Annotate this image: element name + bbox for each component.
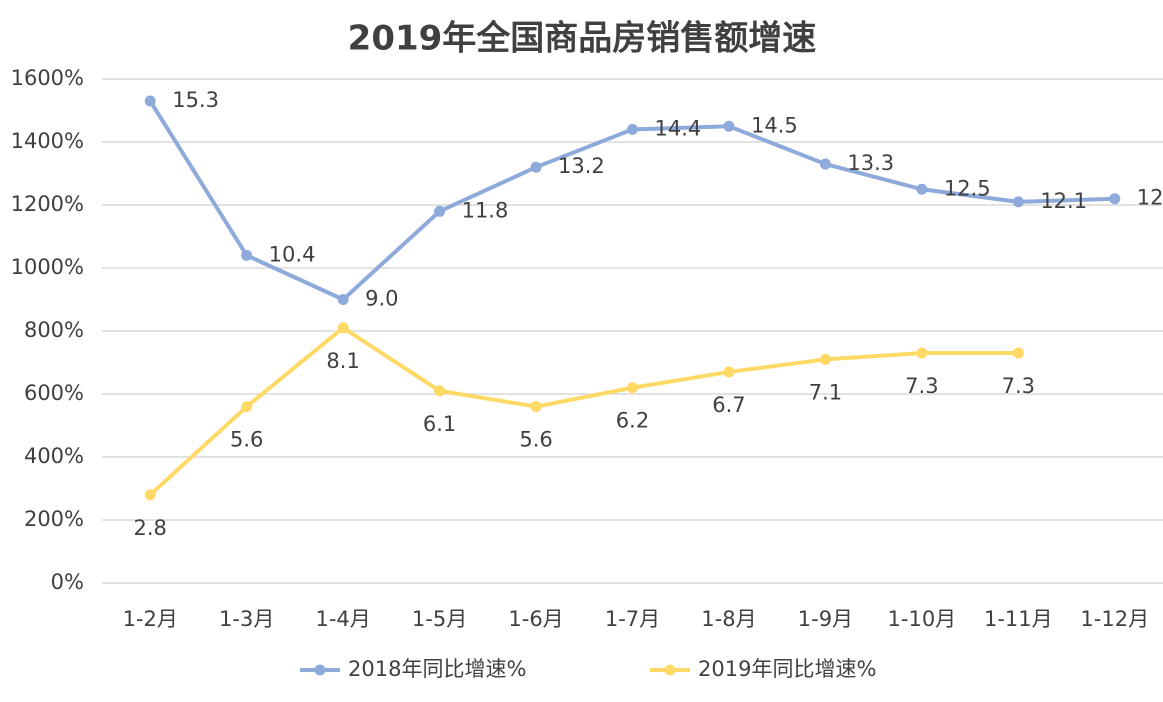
y-tick-label: 200% — [24, 507, 84, 531]
y-tick-label: 800% — [24, 318, 84, 342]
x-tick-label: 1-6月 — [508, 607, 563, 631]
data-label: 9.0 — [365, 287, 398, 311]
legend-label: 2019年同比增速% — [698, 657, 876, 681]
legend-label: 2018年同比增速% — [348, 657, 526, 681]
legend-marker — [664, 664, 676, 676]
point — [723, 120, 735, 132]
legend-marker — [314, 664, 326, 676]
x-tick-label: 1-4月 — [315, 607, 370, 631]
data-label: 12.5 — [944, 176, 991, 200]
data-label: 6.2 — [616, 409, 649, 433]
data-label: 5.6 — [519, 428, 552, 452]
y-tick-label: 1600% — [11, 66, 84, 90]
data-label: 12.1 — [1040, 189, 1087, 213]
point — [1012, 196, 1024, 208]
point — [819, 353, 831, 365]
x-tick-label: 1-3月 — [219, 607, 274, 631]
point — [241, 249, 253, 261]
point — [916, 183, 928, 195]
data-label: 7.1 — [809, 380, 842, 404]
data-label: 8.1 — [326, 349, 359, 373]
point — [337, 294, 349, 305]
y-tick-label: 600% — [24, 381, 84, 405]
point — [819, 158, 831, 170]
y-tick-label: 1400% — [11, 129, 84, 153]
x-tick-label: 1-11月 — [984, 607, 1053, 631]
point — [723, 366, 735, 378]
data-label: 7.3 — [1002, 374, 1035, 398]
data-label: 11.8 — [462, 198, 509, 222]
x-tick-label: 1-9月 — [798, 607, 853, 631]
x-tick-label: 1-2月 — [123, 607, 178, 631]
data-label: 2.8 — [134, 516, 167, 540]
point — [434, 385, 446, 397]
x-tick-label: 1-7月 — [605, 607, 660, 631]
y-tick-label: 400% — [24, 444, 84, 468]
data-label: 10.4 — [269, 242, 316, 266]
point — [1012, 347, 1024, 359]
x-tick-label: 1-8月 — [701, 607, 756, 631]
point — [530, 401, 542, 413]
point — [530, 161, 542, 173]
chart-title: 2019年全国商品房销售额增速 — [348, 19, 817, 59]
point — [627, 382, 638, 394]
data-label: 13.2 — [558, 154, 605, 178]
point — [144, 489, 156, 501]
x-tick-label: 1-5月 — [412, 607, 467, 631]
point — [337, 322, 349, 334]
x-tick-label: 1-12月 — [1080, 607, 1149, 631]
point — [1109, 193, 1121, 205]
data-label: 15.3 — [172, 88, 219, 112]
y-tick-label: 0% — [51, 570, 84, 594]
y-tick-label: 1000% — [11, 255, 84, 279]
data-label: 12.2 — [1137, 186, 1163, 210]
point — [916, 347, 928, 359]
point — [627, 123, 638, 135]
point — [241, 401, 253, 413]
y-tick-label: 1200% — [11, 192, 84, 216]
series-line — [148, 325, 1019, 497]
data-label: 14.4 — [655, 116, 702, 140]
data-label: 6.7 — [712, 393, 745, 417]
data-label: 7.3 — [905, 374, 938, 398]
data-label: 6.1 — [423, 412, 456, 436]
data-label: 5.6 — [230, 428, 263, 452]
point — [144, 95, 156, 107]
x-tick-label: 1-10月 — [888, 607, 957, 631]
data-label: 14.5 — [751, 113, 798, 137]
point — [434, 205, 446, 217]
data-label: 13.3 — [847, 151, 894, 175]
